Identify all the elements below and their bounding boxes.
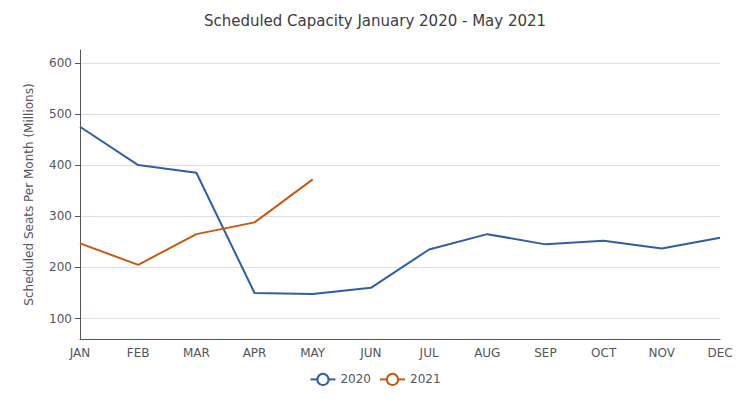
svg-text:AUG: AUG	[474, 346, 500, 360]
svg-text:NOV: NOV	[649, 346, 676, 360]
svg-text:APR: APR	[243, 346, 267, 360]
svg-text:MAY: MAY	[300, 346, 326, 360]
svg-text:300: 300	[49, 209, 72, 223]
svg-text:400: 400	[49, 158, 72, 172]
svg-text:DEC: DEC	[707, 346, 732, 360]
svg-text:2021: 2021	[410, 372, 441, 386]
svg-text:OCT: OCT	[591, 346, 617, 360]
svg-text:JUL: JUL	[419, 346, 439, 360]
svg-text:100: 100	[49, 312, 72, 326]
svg-text:2020: 2020	[340, 372, 371, 386]
svg-text:FEB: FEB	[127, 346, 150, 360]
svg-text:200: 200	[49, 260, 72, 274]
svg-text:JAN: JAN	[69, 346, 91, 360]
svg-text:600: 600	[49, 56, 72, 70]
svg-text:Scheduled Capacity January 202: Scheduled Capacity January 2020 - May 20…	[204, 12, 546, 30]
svg-text:SEP: SEP	[534, 346, 556, 360]
svg-text:JUN: JUN	[359, 346, 381, 360]
svg-text:Scheduled Seats Per Month (Mil: Scheduled Seats Per Month (Millions)	[22, 83, 36, 305]
svg-text:500: 500	[49, 107, 72, 121]
svg-text:MAR: MAR	[183, 346, 210, 360]
